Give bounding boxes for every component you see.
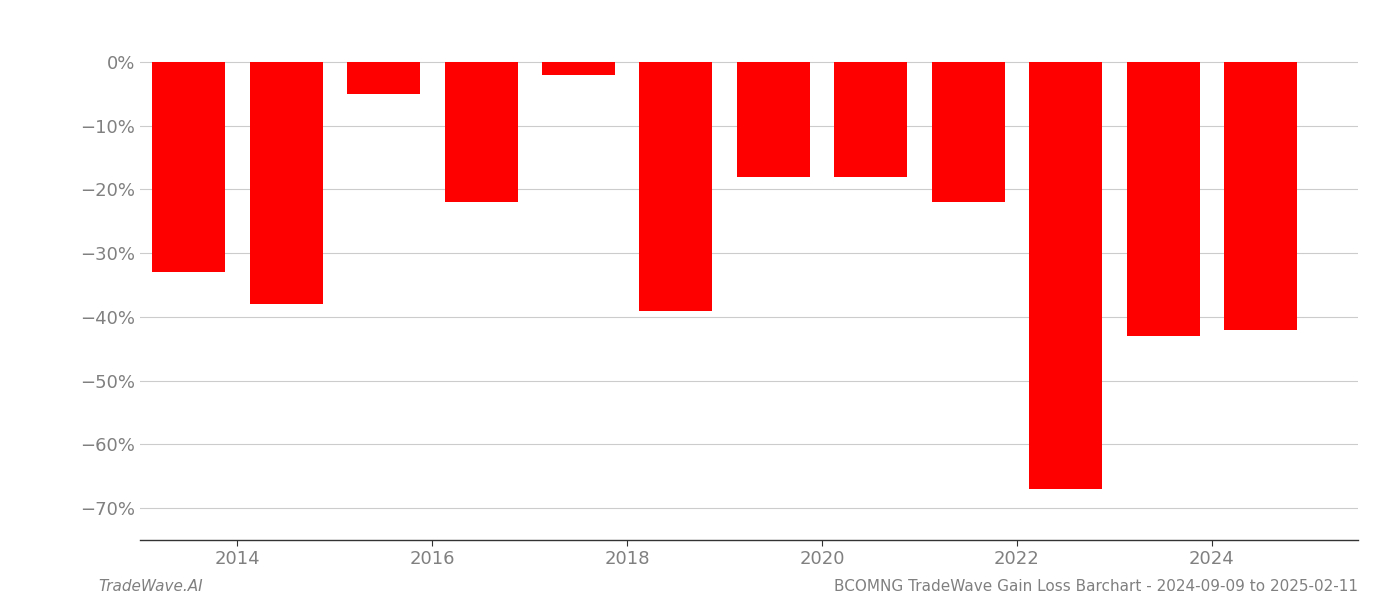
Bar <box>445 62 518 202</box>
Bar <box>249 62 322 304</box>
Bar <box>1224 62 1296 329</box>
Bar <box>931 62 1005 202</box>
Bar <box>542 62 615 74</box>
Text: TradeWave.AI: TradeWave.AI <box>98 579 203 594</box>
Bar <box>640 62 713 311</box>
Bar <box>1029 62 1102 489</box>
Bar <box>834 62 907 176</box>
Bar <box>153 62 225 272</box>
Bar <box>1127 62 1200 336</box>
Bar <box>736 62 811 176</box>
Text: BCOMNG TradeWave Gain Loss Barchart - 2024-09-09 to 2025-02-11: BCOMNG TradeWave Gain Loss Barchart - 20… <box>834 579 1358 594</box>
Bar <box>347 62 420 94</box>
